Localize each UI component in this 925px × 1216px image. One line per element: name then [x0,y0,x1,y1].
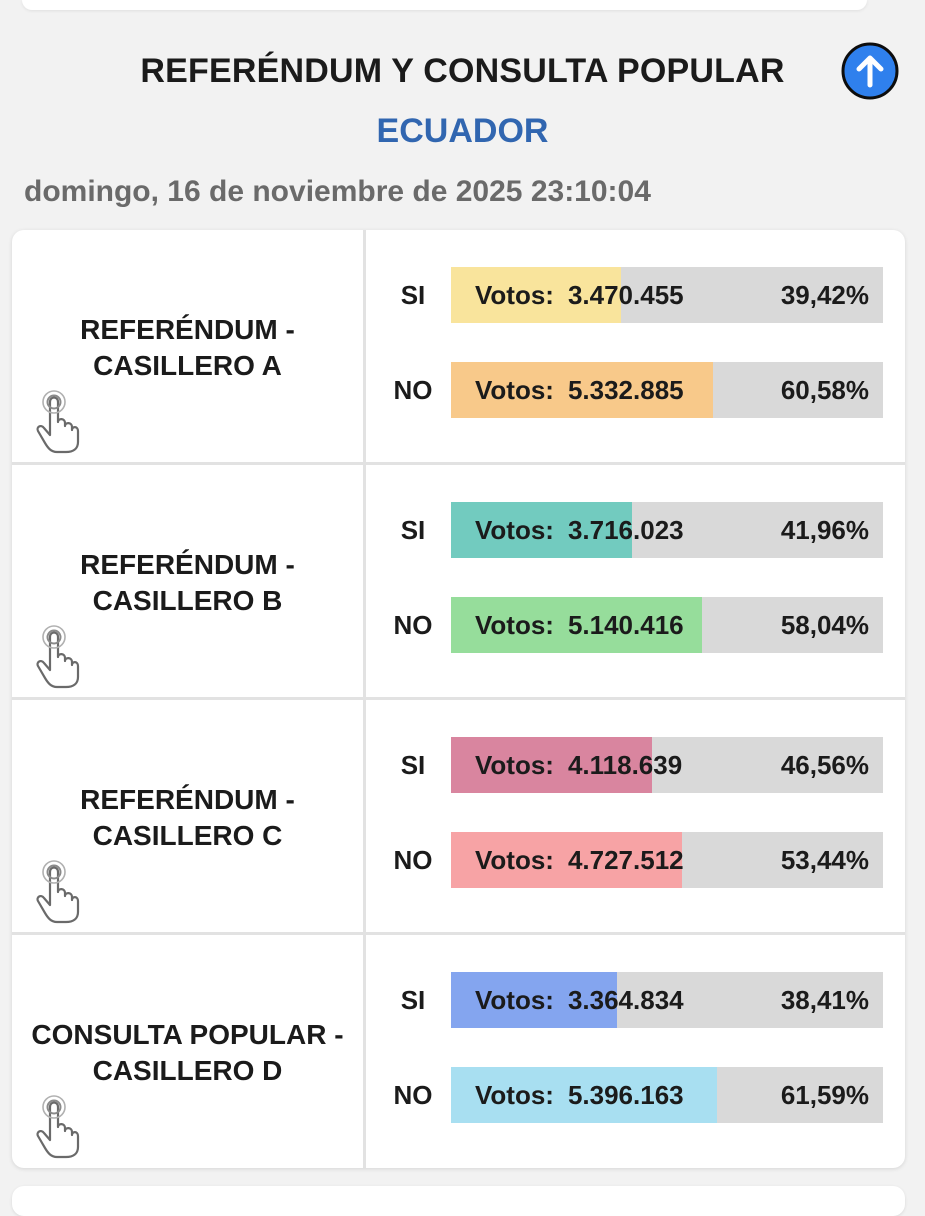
vote-bar-fill [451,1067,718,1123]
vote-bar-si: Votos: 3.364.834 38,41% [451,972,883,1028]
vote-percent: 38,41% [780,985,869,1015]
vote-count: Votos: 5.140.416 [475,610,684,640]
option-label-si: SI [400,985,426,1015]
vote-bar-no: Votos: 5.332.885 60,58% [451,362,883,418]
option-label-no: NO [393,1080,433,1110]
result-row-d[interactable]: CONSULTA POPULAR - CASILLERO D SI Votos:… [12,935,905,1168]
option-label-si: SI [400,515,426,545]
vote-bar-si: Votos: 4.118.639 46,56% [451,737,883,793]
column-divider [363,465,366,697]
result-row-b[interactable]: REFERÉNDUM - CASILLERO B SI Votos: 3.716.… [12,465,905,700]
result-row-a[interactable]: REFERÉNDUM - CASILLERO A SI Votos: 3.470.… [12,230,905,465]
vote-percent: 53,44% [780,845,869,875]
vote-percent: 61,59% [780,1080,869,1110]
vote-bar-fill [451,737,653,793]
column-divider [363,935,366,1168]
hand-pointer-icon [36,390,80,454]
previous-card-edge [22,0,867,10]
results-card: REFERÉNDUM - CASILLERO A SI Votos: 3.470.… [12,230,905,1168]
vote-bar-no: Votos: 4.727.512 53,44% [451,832,883,888]
hand-pointer-icon [36,1095,80,1159]
vote-bar-si: Votos: 3.470.455 39,42% [451,267,883,323]
vote-count: Votos: 4.118.639 [475,750,683,780]
vote-count: Votos: 5.332.885 [475,375,684,405]
vote-percent: 60,58% [780,375,869,405]
country-subtitle: ECUADOR [376,112,549,150]
vote-percent: 39,42% [780,280,869,310]
vote-count: Votos: 3.716.023 [475,515,684,545]
column-divider [363,230,366,462]
vote-bar-fill [451,362,713,418]
vote-count: Votos: 3.364.834 [475,985,684,1015]
column-divider [363,700,366,932]
vote-bar-fill [451,597,702,653]
vote-percent: 41,96% [780,515,869,545]
vote-bar-fill [451,832,682,888]
vote-bar-fill [451,972,617,1028]
vote-percent: 58,04% [780,610,869,640]
hand-pointer-icon [36,860,80,924]
scroll-top-button[interactable] [840,41,900,101]
option-label-si: SI [400,750,426,780]
option-label-no: NO [393,610,433,640]
arrow-up-circle-icon [841,42,899,100]
option-label-no: NO [393,845,433,875]
row-title: REFERÉNDUM - CASILLERO A [80,314,295,381]
hand-pointer-icon [36,625,80,689]
vote-bar-no: Votos: 5.140.416 58,04% [451,597,883,653]
row-title: CONSULTA POPULAR - CASILLERO D [31,1019,344,1086]
vote-count: Votos: 3.470.455 [475,280,684,310]
option-label-si: SI [400,280,426,310]
result-row-c[interactable]: REFERÉNDUM - CASILLERO C SI Votos: 4.118.… [12,700,905,935]
vote-percent: 46,56% [780,750,869,780]
next-card-edge [12,1186,905,1216]
row-title: REFERÉNDUM - CASILLERO C [80,784,295,851]
update-timestamp: domingo, 16 de noviembre de 2025 23:10:0… [24,175,651,208]
vote-count: Votos: 4.727.512 [475,845,684,875]
vote-bar-no: Votos: 5.396.163 61,59% [451,1067,883,1123]
vote-bar-si: Votos: 3.716.023 41,96% [451,502,883,558]
vote-bar-fill [451,502,633,558]
vote-bar-fill [451,267,622,323]
vote-count: Votos: 5.396.163 [475,1080,684,1110]
row-title: REFERÉNDUM - CASILLERO B [80,549,295,616]
option-label-no: NO [393,375,433,405]
page-title: REFERÉNDUM Y CONSULTA POPULAR [140,52,785,90]
